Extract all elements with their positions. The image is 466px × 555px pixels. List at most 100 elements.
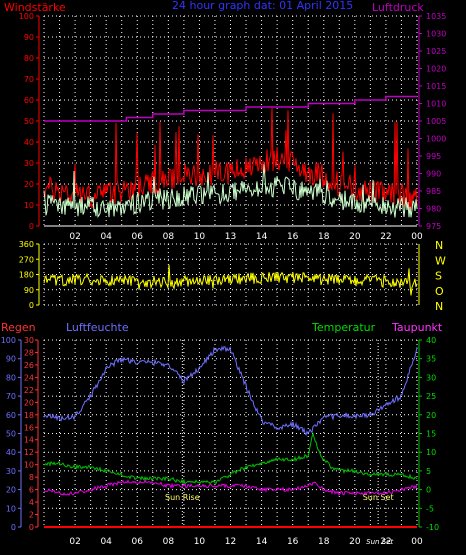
temp-tick-label: -5 xyxy=(426,504,434,513)
windstarke-header: Windstärke xyxy=(4,1,66,14)
humidity-temperature-panel: 0102030405060708090100024681012141618202… xyxy=(1,336,439,547)
humidity-tick-label: 80 xyxy=(6,373,16,382)
x-tick-label: 10 xyxy=(194,537,206,547)
rain-tick-label: 0 xyxy=(29,523,34,532)
right-tick-label: 995 xyxy=(426,152,441,161)
left-tick-label: 80 xyxy=(24,54,34,63)
left-tick-label: 60 xyxy=(24,96,34,105)
x-tick-label: 10 xyxy=(194,232,206,242)
rain-tick-label: 2 xyxy=(29,511,34,520)
rain-tick-label: 18 xyxy=(24,411,34,420)
temp-tick-label: 40 xyxy=(426,336,436,345)
humidity-tick-label: 10 xyxy=(6,504,16,513)
left-tick-label: 90 xyxy=(24,286,34,295)
humidity-tick-label: 40 xyxy=(6,448,16,457)
rain-tick-label: 20 xyxy=(24,398,34,407)
temp-tick-label: 15 xyxy=(426,430,436,439)
x-tick-label: 04 xyxy=(100,232,112,242)
right-tick-label: 1005 xyxy=(426,117,446,126)
rain-tick-label: 8 xyxy=(29,473,34,482)
right-tick-label: 985 xyxy=(426,187,441,196)
left-tick-label: 50 xyxy=(24,117,34,126)
compass-label: O xyxy=(435,285,444,298)
left-tick-label: 90 xyxy=(24,33,34,42)
x-tick-label: 18 xyxy=(318,537,330,547)
temp-tick-label: 25 xyxy=(426,392,436,401)
left-tick-label: 20 xyxy=(24,180,34,189)
series-bozen-mittel xyxy=(43,164,418,219)
rain-tick-label: 12 xyxy=(24,448,34,457)
temp-tick-label: 5 xyxy=(426,467,431,476)
left-tick-label: 40 xyxy=(24,138,34,147)
x-tick-label: 16 xyxy=(287,232,299,242)
sunset-tick-label: Sun Set xyxy=(366,538,393,546)
x-tick-label: 13 xyxy=(225,232,236,242)
compass-label: N xyxy=(435,239,443,252)
left-tick-label: 0 xyxy=(29,301,34,310)
temp-tick-label: 30 xyxy=(426,373,436,382)
chart-title: 24 hour graph dat: 01 April 2015 xyxy=(172,0,353,12)
right-tick-label: 1010 xyxy=(426,100,446,109)
wind-pressure-panel: 0102030405060708090100975980985990995100… xyxy=(19,12,447,242)
left-tick-label: 10 xyxy=(24,201,34,210)
temp-tick-label: 10 xyxy=(426,448,436,457)
rain-tick-label: 26 xyxy=(24,361,34,370)
left-tick-label: 30 xyxy=(24,159,34,168)
x-tick-label: 22 xyxy=(380,537,391,547)
rain-tick-label: 16 xyxy=(24,423,34,432)
rain-tick-label: 30 xyxy=(24,336,34,345)
x-tick-label: 00 xyxy=(411,232,423,242)
temp-tick-label: 0 xyxy=(426,486,431,495)
humidity-tick-label: 60 xyxy=(6,411,16,420)
right-tick-label: 1015 xyxy=(426,82,446,91)
temp-tick-label: 35 xyxy=(426,355,436,364)
sunset-label: Sun Set xyxy=(363,493,394,502)
compass-label: N xyxy=(435,300,443,313)
x-tick-label: 06 xyxy=(132,537,144,547)
series-taupunkt xyxy=(43,479,418,497)
x-tick-label: 02 xyxy=(69,232,80,242)
left-tick-label: 360 xyxy=(19,240,34,249)
left-tick-label: 70 xyxy=(24,75,34,84)
x-tick-label: 08 xyxy=(163,537,175,547)
left-tick-label: 0 xyxy=(29,222,34,231)
rain-tick-label: 4 xyxy=(29,498,34,507)
x-tick-label: 14 xyxy=(256,232,268,242)
compass-label: S xyxy=(435,270,442,283)
humidity-tick-label: 30 xyxy=(6,467,16,476)
right-tick-label: 1000 xyxy=(426,135,446,144)
x-tick-label: 18 xyxy=(318,232,330,242)
rain-tick-label: 10 xyxy=(24,461,34,470)
taupunkt-header: Taupunkt xyxy=(391,321,443,334)
regen-header: Regen xyxy=(1,321,36,334)
x-tick-label: 04 xyxy=(100,537,112,547)
right-tick-label: 1035 xyxy=(426,12,446,21)
rain-tick-label: 6 xyxy=(29,486,34,495)
x-tick-label: 22 xyxy=(380,232,391,242)
sunrise-label: Sun Rise xyxy=(165,493,200,502)
humidity-tick-label: 70 xyxy=(6,392,16,401)
compass-label: W xyxy=(435,254,446,267)
luftfeuchte-header: Luftfeuchte xyxy=(66,321,129,334)
humidity-tick-label: 20 xyxy=(6,486,16,495)
x-tick-label: 02 xyxy=(69,537,80,547)
series-windstarke xyxy=(43,106,418,210)
series-temperatur xyxy=(43,432,418,486)
humidity-tick-label: 90 xyxy=(6,355,16,364)
right-tick-label: 1020 xyxy=(426,65,446,74)
luftdruck-header: Luftdruck xyxy=(372,1,424,14)
left-tick-label: 270 xyxy=(19,255,34,264)
series-luftdruck xyxy=(44,95,417,122)
temperatur-header: Temperatur xyxy=(311,321,376,334)
left-tick-label: 180 xyxy=(19,271,34,280)
rain-tick-label: 24 xyxy=(24,373,34,382)
series-windrichtung xyxy=(43,264,418,296)
humidity-tick-label: 100 xyxy=(1,336,16,345)
temp-tick-label: 20 xyxy=(426,411,436,420)
x-tick-label: 12 xyxy=(225,537,236,547)
humidity-tick-label: 0 xyxy=(11,523,16,532)
x-tick-label: 16 xyxy=(287,537,299,547)
x-tick-label: 20 xyxy=(349,537,361,547)
